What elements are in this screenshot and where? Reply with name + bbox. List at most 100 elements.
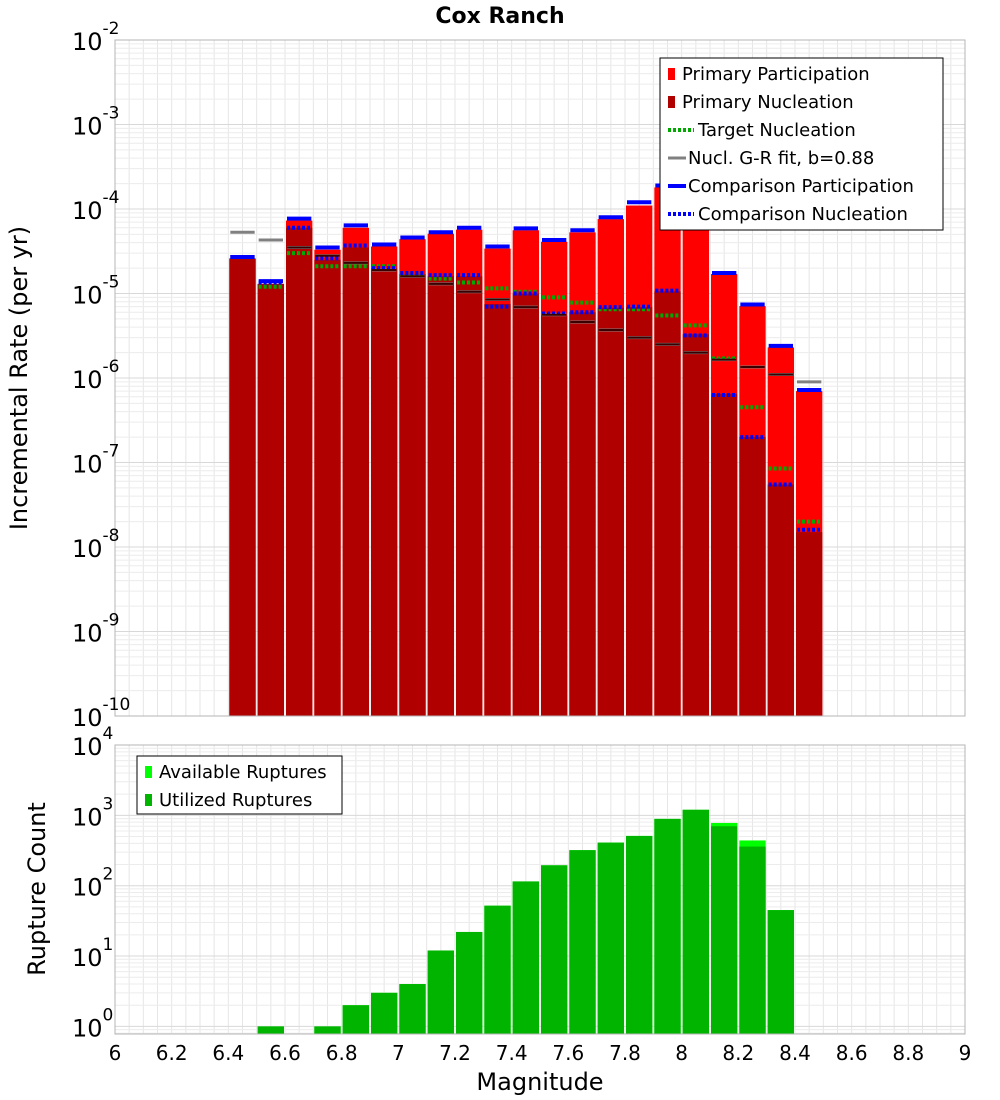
bar-utilized-ruptures [682, 809, 709, 1034]
y-tick-labels: 100 101 102 103 1 0 4 [72, 724, 113, 1042]
y-tick-label: 10-9 [72, 611, 120, 648]
legend-box [659, 57, 944, 231]
y-tick-label: 10-8 [72, 526, 120, 563]
x-tick-label: 7.2 [439, 1041, 471, 1065]
bar-utilized-ruptures [541, 865, 568, 1034]
y-tick-label: 10-10 [72, 695, 130, 732]
plot-frame [114, 744, 966, 1035]
legend-entry: Nucl. G-R fit, b=0.88 [688, 148, 874, 169]
bar-utilized-ruptures [739, 846, 766, 1034]
bar-utilized-ruptures [257, 1026, 284, 1034]
legend-swatch [145, 766, 152, 778]
x-tick-label: 8.4 [779, 1041, 811, 1065]
bar-utilized-ruptures [654, 818, 681, 1034]
legend-entry: Utilized Ruptures [159, 790, 312, 811]
y-tick-label: 10-4 [72, 188, 120, 225]
x-tick-label: 6.6 [269, 1041, 301, 1065]
legend: Primary Participation Primary Nucleation T… [659, 57, 944, 231]
y-tick-label: 10-7 [72, 442, 120, 479]
bar-utilized-ruptures [484, 905, 511, 1034]
bar-primary-nucleation [541, 315, 568, 716]
bar-primary-nucleation [371, 268, 398, 716]
bar-utilized-ruptures [512, 881, 539, 1034]
legend-swatch [668, 68, 675, 80]
bottom-y-axis-label: Rupture Count [23, 802, 51, 976]
chart-title: Cox Ranch [435, 4, 564, 29]
x-tick-label: 6 [109, 1041, 122, 1065]
legend-entry: Comparison Nucleation [698, 204, 908, 225]
bar-primary-nucleation [682, 334, 709, 716]
bar-primary-nucleation [512, 293, 539, 716]
y-tick-exponent: -8 [103, 526, 120, 546]
x-axis-label: Magnitude [476, 1068, 603, 1096]
y-tick-label: 10-2 [72, 19, 120, 56]
top-panel-incremental-rate: 10-10 10-9 10-8 10-7 10-6 10-5 10-4 10-3 10-2 Pri… [72, 19, 966, 732]
x-tick-label: 7.4 [496, 1041, 528, 1065]
y-tick-label: 10-3 [72, 104, 120, 141]
y-tick-label: 103 [72, 794, 113, 831]
x-tick-label: 6.2 [156, 1041, 188, 1065]
bar-utilized-ruptures [597, 842, 624, 1034]
bar-utilized-ruptures [569, 850, 596, 1034]
bar-primary-nucleation [654, 291, 681, 716]
line-marks [230, 183, 822, 532]
x-tick-label: 7.6 [552, 1041, 584, 1065]
y-tick-exponent: -7 [103, 442, 120, 462]
bar-utilized-ruptures [427, 950, 454, 1034]
y-tick-exponent: -5 [103, 273, 120, 293]
bar-primary-nucleation [342, 247, 369, 716]
bar-primary-nucleation [229, 258, 256, 716]
legend-swatch [668, 96, 675, 108]
bar-primary-nucleation [484, 304, 511, 716]
legend-entry: Target Nucleation [697, 120, 856, 141]
x-tick-label: 8.2 [722, 1041, 754, 1065]
legend-entry: Primary Nucleation [682, 92, 854, 113]
bar-primary-nucleation [597, 307, 624, 716]
x-tick-label: 8 [675, 1041, 688, 1065]
y-tick-exponent: -6 [103, 357, 120, 377]
bar-primary-nucleation [796, 532, 823, 716]
y-tick-label: 102 [72, 865, 113, 902]
bar-primary-nucleation [456, 276, 483, 716]
y-tick-exponent: -2 [103, 19, 120, 39]
y-tick-exponent: 2 [103, 865, 114, 885]
legend-box [136, 755, 343, 815]
y-tick-exponent: -10 [103, 695, 131, 715]
y-tick-exponent: 3 [103, 794, 114, 814]
y-tick-exponent: 1 [103, 935, 114, 955]
bar-primary-nucleation [257, 283, 284, 716]
y-tick-exponent: 0 [103, 1005, 114, 1025]
bar-primary-nucleation [711, 393, 738, 716]
bar-utilized-ruptures [711, 826, 738, 1034]
bars [257, 809, 794, 1034]
y-tick-label: 10-5 [72, 273, 120, 310]
y-tick-exponent: -4 [103, 188, 120, 208]
y-tick-exponent: 4 [103, 724, 114, 744]
bar-primary-nucleation [427, 276, 454, 716]
bar-utilized-ruptures [399, 984, 426, 1034]
bar-primary-nucleation [399, 274, 426, 716]
legend-entry: Available Ruptures [159, 762, 327, 783]
bar-utilized-ruptures [626, 835, 653, 1034]
bar-utilized-ruptures [342, 1005, 369, 1034]
y-tick-exponent: -9 [103, 611, 120, 631]
bar-utilized-ruptures [456, 931, 483, 1034]
x-tick-label: 7.8 [609, 1041, 641, 1065]
y-tick-label: 101 [72, 935, 113, 972]
y-tick-label: 10-6 [72, 357, 120, 394]
bar-utilized-ruptures [314, 1026, 341, 1034]
top-y-axis-label: Incremental Rate (per yr) [5, 226, 33, 530]
bar-primary-nucleation [626, 307, 653, 716]
bar-primary-nucleation [314, 259, 341, 716]
bar-primary-nucleation [767, 484, 794, 716]
bar-primary-nucleation [286, 227, 313, 716]
bar-utilized-ruptures [371, 992, 398, 1034]
bar-primary-nucleation [739, 437, 766, 716]
x-tick-label: 8.6 [836, 1041, 868, 1065]
x-tick-label: 6.8 [326, 1041, 358, 1065]
x-tick-label: 8.8 [892, 1041, 924, 1065]
legend-entry: Comparison Participation [688, 176, 914, 197]
x-tick-label: 9 [959, 1041, 972, 1065]
x-tick-labels: 6 6.2 6.4 6.6 6.8 7 7.2 7.4 7.6 7.8 8 8.2 8.4 8.6 8.8 9 [109, 1041, 972, 1065]
